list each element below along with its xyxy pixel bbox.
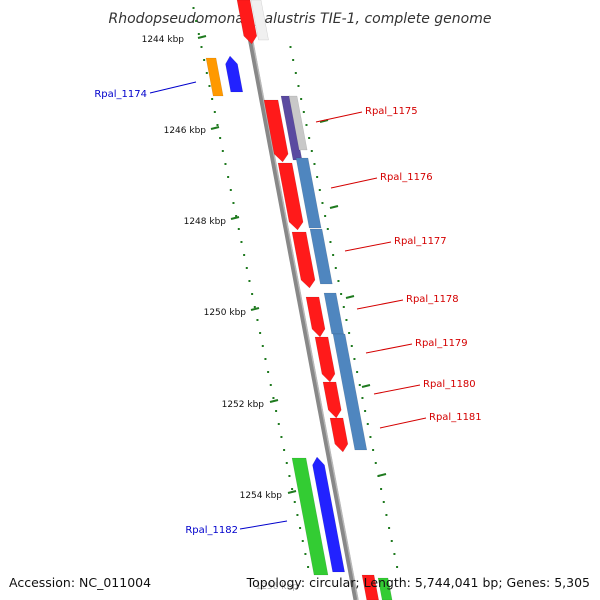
tick-label: 1254 kbp [240,491,283,501]
backbone-highlight [244,0,359,600]
accession-text: Accession: NC_011004 [9,575,151,590]
tick-mark [230,216,240,220]
tick-label: 1244 kbp [142,35,185,45]
gene-feature-rpal-1178[interactable] [305,296,326,338]
gene-feature[interactable] [332,333,368,451]
gene-label-rpal-1174[interactable]: Rpal_1174 [94,89,147,100]
gene-feature-rpal-1179[interactable] [314,336,336,383]
gene-label-rpal-1177[interactable]: Rpal_1177 [394,236,447,247]
leader-line [149,81,197,94]
leader-line [373,384,421,395]
tick-mark [250,307,260,311]
tick-mark [345,295,355,299]
gene-feature[interactable] [295,157,322,229]
tick-mark [210,126,220,130]
leader-line [315,111,363,123]
leader-line [330,177,378,189]
genome-backbone [240,0,359,600]
gene-feature[interactable] [361,574,379,600]
gene-label-rpal-1181[interactable]: Rpal_1181 [429,412,482,423]
tick-marks [197,35,387,494]
gene-feature-rpal-1181[interactable] [329,417,349,453]
gene-features [205,0,393,600]
gene-feature[interactable] [250,0,269,41]
tick-label: 1246 kbp [164,126,207,136]
gene-label-rpal-1175[interactable]: Rpal_1175 [365,106,418,117]
tick-dots [192,7,399,568]
gene-feature-rpal-1174-pair[interactable] [225,55,244,93]
tick-mark [319,119,329,123]
tick-label: 1256 kbp [256,582,299,592]
tick-mark [377,473,387,477]
tick-mark [197,35,207,39]
leader-line [365,343,413,354]
tick-label: 1250 kbp [204,308,247,318]
leader-line [356,299,404,310]
label-leaders [149,81,427,530]
tick-labels: 1244 kbp 1246 kbp 1248 kbp 1250 kbp 1252… [142,35,299,592]
gene-label-rpal-1182[interactable]: Rpal_1182 [185,525,238,536]
gene-feature-rpal-1175[interactable] [263,99,289,163]
gene-feature[interactable] [236,0,258,45]
tick-mark [269,399,279,403]
tick-mark [361,384,371,388]
gene-feature-rpal-1174[interactable] [205,57,224,97]
gene-feature[interactable] [323,292,345,335]
tick-label: 1248 kbp [184,217,227,227]
gene-feature-rpal-1180[interactable] [322,381,342,419]
tick-mark [287,490,297,494]
map-title: Rhodopseudomonas palustris TIE-1, comple… [109,11,492,27]
gene-feature[interactable] [377,577,393,600]
gene-feature-rpal-1177[interactable] [291,231,316,289]
gene-label-rpal-1176[interactable]: Rpal_1176 [380,172,433,183]
leader-line [344,241,392,252]
gene-label-rpal-1179[interactable]: Rpal_1179 [415,338,468,349]
gene-label-rpal-1180[interactable]: Rpal_1180 [423,379,476,390]
gene-labels: Rpal_1174 Rpal_1175 Rpal_1176 Rpal_1177 … [94,89,481,536]
gene-feature[interactable] [288,95,308,151]
gene-label-rpal-1178[interactable]: Rpal_1178 [406,294,459,305]
genome-summary-text: Topology: circular; Length: 5,744,041 bp… [246,575,590,590]
leader-line [239,520,288,530]
gene-feature-rpal-1176[interactable] [277,162,304,231]
gene-feature[interactable] [309,228,333,285]
gene-feature-rpal-1182[interactable] [291,457,329,576]
backbone-line [240,0,359,600]
gene-feature[interactable] [312,456,345,573]
tick-label: 1252 kbp [222,400,265,410]
leader-line [379,417,427,429]
tick-mark [329,205,339,209]
